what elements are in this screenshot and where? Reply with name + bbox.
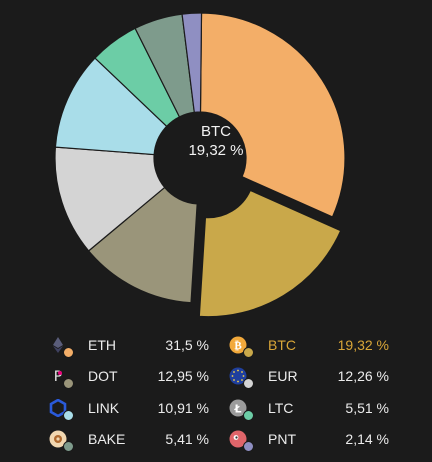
legend-item-btc[interactable]: ₿ BTC 19,32 % [220,329,400,361]
donut-svg[interactable] [0,0,432,330]
dot-icon: P [40,363,74,390]
center-percent: 19,32 % [188,142,244,159]
legend-symbol: DOT [88,368,118,385]
svg-text:P: P [54,369,62,385]
donut-slice-dot[interactable] [87,186,198,304]
legend-symbol: PNT [268,431,296,448]
donut-slice-btc[interactable] [198,189,342,318]
ltc-icon: Ł [220,395,254,421]
legend-value: 12,95 % [157,368,209,385]
legend-symbol: BTC [268,336,296,353]
legend-symbol: BAKE [88,431,126,448]
pnt-icon [220,426,254,453]
legend-color-dot [63,378,74,390]
legend-value: 31,5 % [165,336,209,353]
donut-slice-eth[interactable] [199,12,346,218]
legend-value: 10,91 % [157,399,209,416]
legend-value: 12,26 % [337,368,389,385]
legend-color-dot [243,378,254,390]
donut-slice-eur[interactable] [54,146,166,252]
legend-item-link[interactable]: LINK 10,91 % [40,392,220,424]
legend-symbol: LINK [88,399,120,416]
btc-icon: ₿ [220,332,254,358]
legend-value: 5,41 % [165,431,209,448]
legend-color-dot [243,409,254,421]
legend-item-dot[interactable]: P DOT 12,95 % [40,361,220,393]
legend-symbol: ETH [88,336,116,353]
eur-icon [220,363,254,390]
svg-text:₿: ₿ [234,339,242,352]
eth-icon [40,332,74,358]
center-symbol: BTC [201,123,231,140]
legend-color-dot [63,409,74,421]
legend-color-dot [243,346,254,358]
donut-slice-pnt[interactable] [181,12,203,114]
link-icon [40,395,74,421]
allocation-legend: ETH 31,5 % ₿ BTC 19,32 % P DOT 12,95 % E… [40,329,400,455]
legend-symbol: EUR [268,368,298,385]
legend-item-ltc[interactable]: Ł LTC 5,51 % [220,392,400,424]
legend-color-dot [63,346,74,358]
legend-item-eur[interactable]: EUR 12,26 % [220,361,400,393]
legend-value: 5,51 % [345,399,389,416]
legend-item-bake[interactable]: BAKE 5,41 % [40,424,220,456]
legend-color-dot [243,441,254,453]
legend-color-dot [63,441,74,453]
svg-text:Ł: Ł [233,402,241,415]
legend-symbol: LTC [268,399,294,416]
bake-icon [40,426,74,453]
allocation-donut-chart[interactable]: BTC 19,32 % [0,0,432,330]
legend-item-eth[interactable]: ETH 31,5 % [40,329,220,361]
legend-value: 19,32 % [337,336,389,353]
legend-value: 2,14 % [345,431,389,448]
donut-center-label: BTC 19,32 % [156,122,276,160]
legend-item-pnt[interactable]: PNT 2,14 % [220,424,400,456]
